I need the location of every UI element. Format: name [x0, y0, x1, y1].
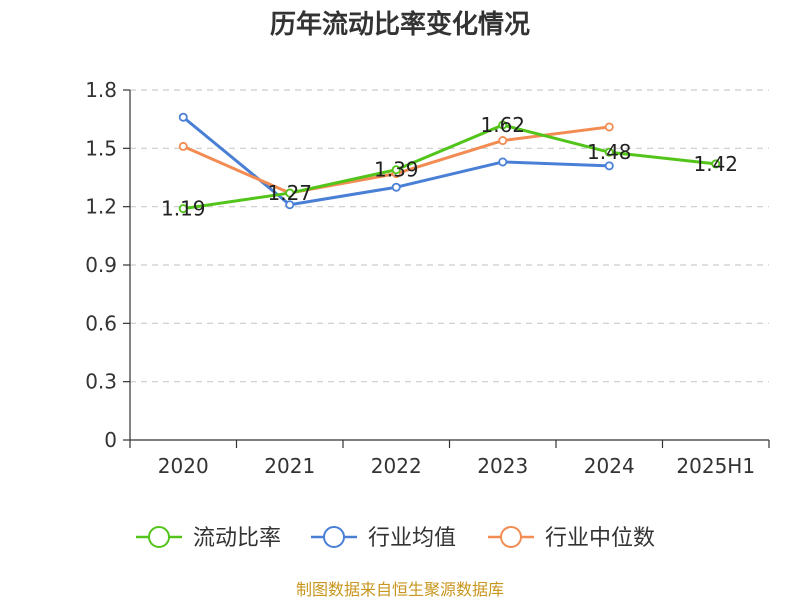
x-tick-label: 2020 — [158, 454, 209, 478]
data-point — [391, 182, 401, 192]
data-label: 1.39 — [374, 158, 419, 182]
axes: 0 0.3 0.6 0.9 1.2 1.5 1.8 2020 2021 2022 2023 2024 2… — [85, 78, 770, 478]
data-point — [178, 204, 188, 214]
x-tick-label: 2021 — [264, 454, 315, 478]
y-tick-label: 0 — [104, 428, 117, 452]
data-label: 1.42 — [693, 152, 738, 176]
series-lines — [181, 115, 718, 211]
x-tick-label: 2023 — [477, 454, 528, 478]
data-label: 1.19 — [161, 197, 206, 221]
legend: 流动比率 行业均值 行业中位数 — [136, 526, 655, 551]
series-line — [181, 123, 718, 211]
data-point — [285, 200, 295, 210]
legend-label: 流动比率 — [193, 526, 281, 551]
source-note: 制图数据来自恒生聚源数据库 — [296, 580, 504, 599]
y-tick-label: 1.5 — [85, 136, 117, 160]
data-point — [498, 157, 508, 167]
legend-marker — [323, 526, 345, 548]
data-point — [178, 141, 188, 151]
y-tick-label: 0.3 — [85, 370, 117, 394]
x-tick-label: 2022 — [371, 454, 422, 478]
x-tick-label: 2025H1 — [676, 454, 755, 478]
data-labels: 1.19 1.27 1.39 1.62 1.48 1.42 — [161, 113, 738, 221]
legend-marker — [500, 526, 522, 548]
data-label: 1.62 — [480, 113, 525, 137]
chart-title: 历年流动比率变化情况 — [270, 9, 530, 40]
gridlines — [130, 89, 769, 383]
series-points — [178, 112, 721, 214]
data-label: 1.27 — [267, 181, 312, 205]
data-point — [711, 159, 721, 169]
data-point — [604, 147, 614, 157]
legend-label: 行业中位数 — [545, 526, 655, 551]
data-point — [391, 165, 401, 175]
data-point — [604, 161, 614, 171]
y-tick-label: 0.6 — [85, 311, 117, 335]
data-point — [604, 122, 614, 132]
y-tick-label: 1.8 — [85, 78, 117, 102]
data-point — [498, 120, 508, 130]
y-tick-label: 0.9 — [85, 253, 117, 277]
data-point — [285, 188, 295, 198]
legend-label: 行业均值 — [368, 526, 456, 551]
data-point — [178, 112, 188, 122]
data-label: 1.48 — [587, 140, 632, 164]
y-tick-label: 1.2 — [85, 195, 117, 219]
data-point — [498, 136, 508, 146]
legend-marker — [148, 526, 170, 548]
x-tick-label: 2024 — [584, 454, 635, 478]
